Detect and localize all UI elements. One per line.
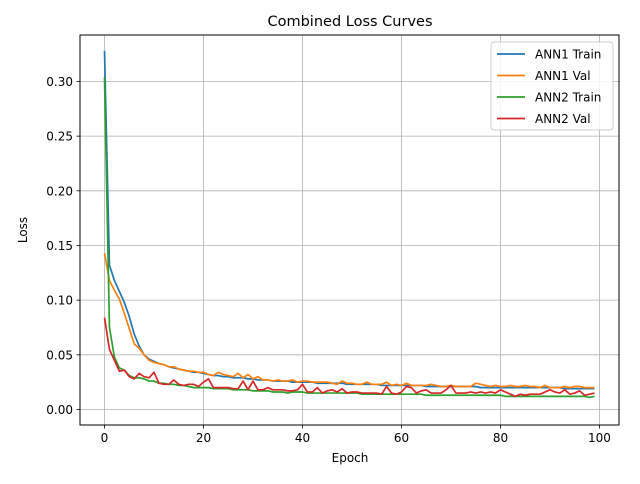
ann1-val-legend-label: ANN1 Val	[535, 69, 591, 83]
y-tick-label: 0.00	[46, 403, 73, 417]
ann2-val-line	[103, 317, 595, 398]
ann2-val-legend-label: ANN2 Val	[535, 112, 591, 126]
chart-title: Combined Loss Curves	[267, 14, 432, 30]
x-tick-label: 80	[493, 431, 508, 445]
x-axis-ticks: 0 20 40 60 80 100	[101, 425, 611, 445]
series-lines	[103, 50, 595, 399]
x-tick-label: 60	[394, 431, 409, 445]
y-tick-label: 0.30	[46, 75, 73, 89]
plot-frame	[79, 34, 620, 426]
y-tick-label: 0.25	[46, 130, 73, 144]
y-tick-label: 0.10	[46, 294, 73, 308]
y-tick-label: 0.05	[46, 348, 73, 362]
y-axis-ticks: 0.00 0.05 0.10 0.15 0.20 0.25 0.30	[46, 75, 80, 417]
legend: ANN1 Train ANN1 Val ANN2 Train ANN2 Val	[490, 41, 614, 131]
x-tick-label: 0	[101, 431, 109, 445]
y-tick-label: 0.20	[46, 184, 73, 198]
x-tick-label: 20	[196, 431, 211, 445]
y-axis-label: Loss	[16, 217, 30, 243]
ann1-train-legend-label: ANN1 Train	[535, 48, 601, 62]
x-axis-label: Epoch	[332, 451, 369, 465]
x-tick-label: 100	[588, 431, 611, 445]
ann2-train-legend-label: ANN2 Train	[535, 91, 601, 105]
grid-lines	[80, 35, 619, 425]
x-tick-label: 40	[295, 431, 310, 445]
ann1-val-line	[103, 252, 595, 389]
y-tick-label: 0.15	[46, 239, 73, 253]
legend-box	[490, 41, 614, 131]
